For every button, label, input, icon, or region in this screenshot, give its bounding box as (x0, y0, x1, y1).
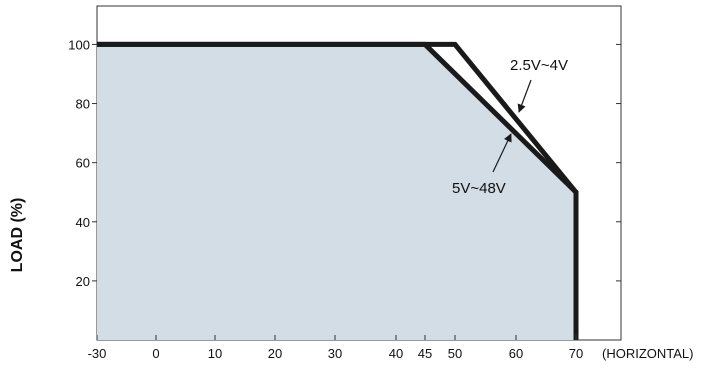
annotation-label-2p5v-4v: 2.5V~4V (510, 57, 568, 74)
x-tick-label: 60 (509, 346, 523, 361)
y-tick-label: 80 (76, 97, 90, 112)
annotations: 2.5V~4V 5V~48V (452, 57, 568, 197)
y-tick-label: 100 (68, 37, 90, 52)
annotation-label-5v-48v: 5V~48V (452, 180, 506, 197)
x-tick-label: 50 (448, 346, 462, 361)
annotation-arrow-2p5v-4v (517, 79, 532, 113)
x-tick-label: -30 (88, 346, 107, 361)
y-tick-label: 20 (76, 274, 90, 289)
x-tick-label: 10 (208, 346, 222, 361)
series-area-5v-48v (97, 44, 576, 341)
x-tick-label: 70 (569, 346, 583, 361)
plot-area (92, 5, 622, 341)
annotation-arrow-5v-48v (492, 133, 512, 173)
x-tick-label: 20 (268, 346, 282, 361)
y-tick-label: 40 (76, 215, 90, 230)
x-tick-label: 30 (328, 346, 342, 361)
x-axis-label: (HORIZONTAL) (602, 346, 693, 361)
tick-labels: -30 0 10 20 30 40 45 50 60 70 20 40 60 80 100 (68, 37, 583, 361)
x-tick-label: 45 (418, 346, 432, 361)
y-tick-label: 60 (76, 156, 90, 171)
x-tick-label: 0 (152, 346, 159, 361)
y-axis-label: LOAD (%) (9, 198, 26, 273)
x-tick-label: 40 (389, 346, 403, 361)
series-line-2-5v-4v (97, 41, 579, 340)
